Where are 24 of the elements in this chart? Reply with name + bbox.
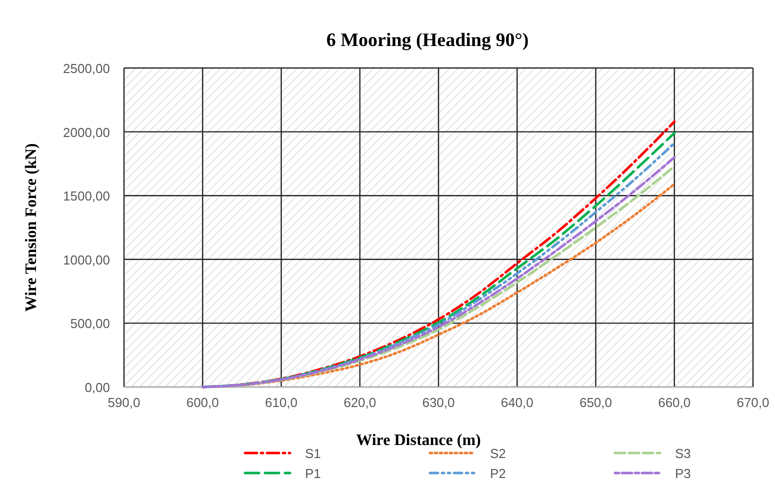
- x-tick-label: 630,0: [422, 395, 455, 410]
- legend-label: S2: [490, 446, 506, 461]
- x-tick-label: 650,0: [579, 395, 612, 410]
- y-tick-label: 2000,00: [63, 124, 110, 140]
- y-tick-label: 2500,00: [63, 61, 110, 76]
- x-tick-label: 610,0: [264, 395, 298, 410]
- y-tick-label: 1000,00: [63, 252, 110, 268]
- x-tick-label: 620,0: [344, 395, 376, 410]
- x-tick-label: 600,0: [186, 395, 219, 410]
- y-axis-title: Wire Tension Force (kN): [23, 143, 40, 312]
- y-tick-label: 500,00: [70, 316, 110, 332]
- legend-label: P1: [305, 466, 321, 481]
- y-tick-label: 1500,00: [63, 188, 110, 204]
- legend-label: P2: [490, 466, 506, 481]
- y-tick-label: 0,00: [84, 380, 110, 395]
- x-tick-label: 670,0: [736, 395, 770, 410]
- x-axis-title: Wire Distance (m): [356, 432, 481, 449]
- legend-label: S3: [675, 446, 691, 461]
- x-tick-label: 660,0: [658, 395, 691, 410]
- chart-title: 6 Mooring (Heading 90°): [326, 30, 529, 51]
- x-tick-label: 640,0: [500, 395, 534, 410]
- legend-label: S1: [305, 446, 321, 461]
- legend-label: P3: [675, 466, 691, 481]
- x-tick-label: 590,0: [108, 395, 140, 410]
